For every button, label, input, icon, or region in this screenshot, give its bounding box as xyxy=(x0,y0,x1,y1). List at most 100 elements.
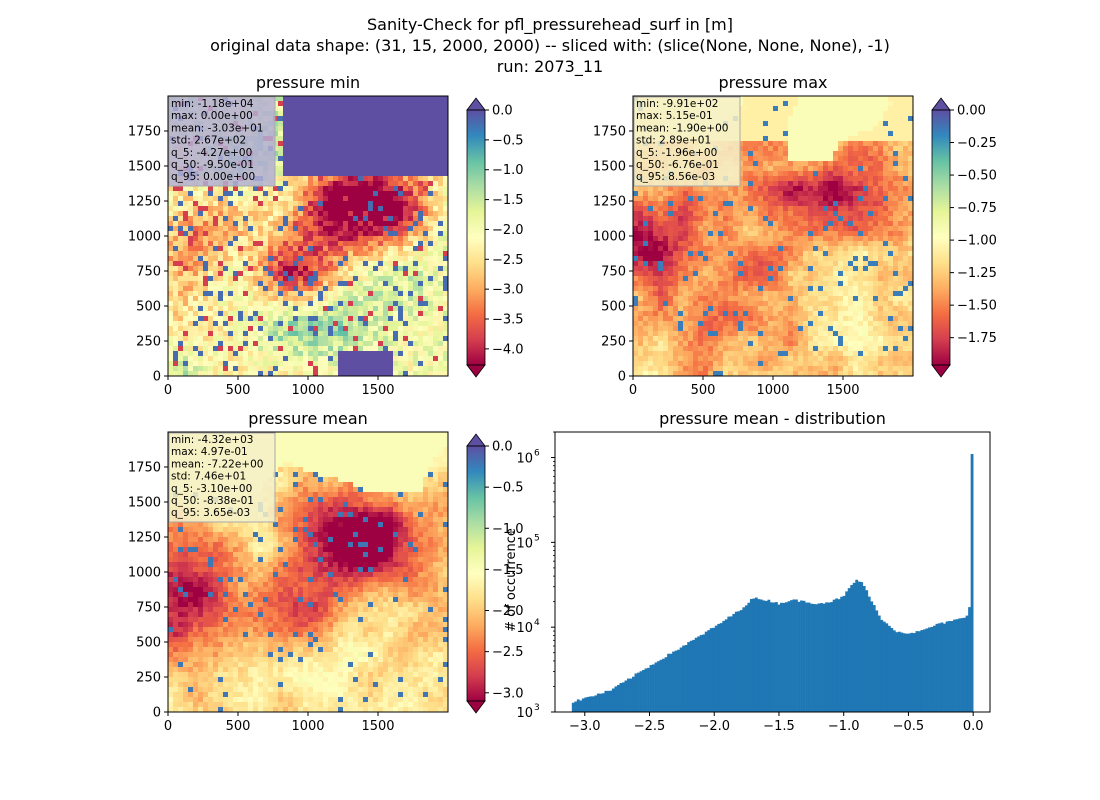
heatmap-cell xyxy=(678,231,684,237)
heatmap-cell xyxy=(793,181,799,187)
heatmap-cell xyxy=(233,336,239,342)
heatmap-cell xyxy=(298,261,304,267)
colorbar-frame xyxy=(466,109,486,366)
heatmap-cell xyxy=(203,226,209,232)
heatmap-cell xyxy=(193,281,199,287)
heatmap-cell xyxy=(398,266,404,272)
heatmap-cell xyxy=(883,226,889,232)
heatmap-cell xyxy=(253,211,259,217)
heatmap-cell xyxy=(758,156,764,162)
heatmap-cell xyxy=(378,246,384,252)
heatmap-cell xyxy=(658,196,664,202)
heatmap-cell xyxy=(183,316,189,322)
heatmap-cell xyxy=(398,101,404,107)
heatmap-cell xyxy=(178,296,184,302)
heatmap-cell xyxy=(353,366,359,372)
heatmap-cell xyxy=(893,231,899,237)
heatmap-cell xyxy=(338,156,344,162)
heatmap-cell xyxy=(808,176,814,182)
heatmap-cell xyxy=(363,246,369,252)
heatmap-cell xyxy=(823,96,829,102)
heatmap-cell xyxy=(223,331,229,337)
heatmap-cell xyxy=(883,121,889,127)
heatmap-cell xyxy=(788,101,794,107)
heatmap-cell xyxy=(413,121,419,127)
heatmap-cell xyxy=(433,366,439,372)
heatmap-cell xyxy=(443,211,449,217)
heatmap-cell xyxy=(393,301,399,307)
heatmap-cell xyxy=(898,121,904,127)
heatmap-cell xyxy=(383,296,389,302)
heatmap-cell xyxy=(438,266,444,272)
heatmap-cell xyxy=(683,186,689,192)
heatmap-cell xyxy=(283,311,289,317)
heatmap-cell xyxy=(263,251,269,257)
heatmap-cell xyxy=(353,331,359,337)
heatmap-cell xyxy=(248,346,254,352)
heatmap-cell xyxy=(383,131,389,137)
heatmap-cell xyxy=(383,346,389,352)
heatmap-cell xyxy=(673,231,679,237)
heatmap-cell xyxy=(443,126,449,132)
heatmap-cell xyxy=(188,366,194,372)
heatmap-cell xyxy=(853,136,859,142)
heatmap-cell xyxy=(403,106,409,112)
heatmap-cell xyxy=(398,231,404,237)
heatmap-cell xyxy=(863,221,869,227)
heatmap-cell xyxy=(373,321,379,327)
heatmap-cell xyxy=(443,321,449,327)
heatmap-cell xyxy=(368,371,374,377)
heatmap-cell xyxy=(228,271,234,277)
heatmap-cell xyxy=(778,201,784,207)
heatmap-cell xyxy=(803,121,809,127)
heatmap-cell xyxy=(708,196,714,202)
heatmap-cell xyxy=(423,326,429,332)
heatmap-cell xyxy=(293,96,299,102)
heatmap-cell xyxy=(428,166,434,172)
heatmap-cell xyxy=(733,226,739,232)
heatmap-cell xyxy=(838,151,844,157)
heatmap-cell xyxy=(358,216,364,222)
heatmap-cell xyxy=(273,206,279,212)
heatmap-cell xyxy=(798,171,804,177)
heatmap-cell xyxy=(253,336,259,342)
heatmap-cell xyxy=(373,356,379,362)
heatmap-cell xyxy=(283,126,289,132)
heatmap-cell xyxy=(363,271,369,277)
heatmap-cell xyxy=(438,111,444,117)
heatmap-cell xyxy=(343,276,349,282)
heatmap-cell xyxy=(733,216,739,222)
heatmap-cell xyxy=(843,226,849,232)
heatmap-cell xyxy=(303,201,309,207)
heatmap-cell xyxy=(703,211,709,217)
heatmap-cell xyxy=(198,356,204,362)
heatmap-cell xyxy=(783,101,789,107)
heatmap-cell xyxy=(423,111,429,117)
heatmap-cell xyxy=(318,366,324,372)
heatmap-cell xyxy=(178,366,184,372)
heatmap-cell xyxy=(258,331,264,337)
heatmap-cell xyxy=(343,191,349,197)
heatmap-cell xyxy=(418,201,424,207)
heatmap-cell xyxy=(368,186,374,192)
heatmap-cell xyxy=(353,196,359,202)
heatmap-cell xyxy=(413,176,419,182)
heatmap-cell xyxy=(333,206,339,212)
heatmap-cell xyxy=(828,236,834,242)
heatmap-cell xyxy=(313,176,319,182)
heatmap-cell xyxy=(833,196,839,202)
heatmap-cell xyxy=(208,251,214,257)
heatmap-cell xyxy=(893,241,899,247)
heatmap-cell xyxy=(428,366,434,372)
heatmap-cell xyxy=(353,186,359,192)
heatmap-cell xyxy=(803,166,809,172)
heatmap-cell xyxy=(263,331,269,337)
heatmap-cell xyxy=(783,126,789,132)
heatmap-cell xyxy=(383,101,389,107)
heatmap-cell xyxy=(313,96,319,102)
heatmap-cell xyxy=(428,311,434,317)
heatmap-cell xyxy=(678,201,684,207)
heatmap-cell xyxy=(333,141,339,147)
heatmap-cell xyxy=(418,111,424,117)
